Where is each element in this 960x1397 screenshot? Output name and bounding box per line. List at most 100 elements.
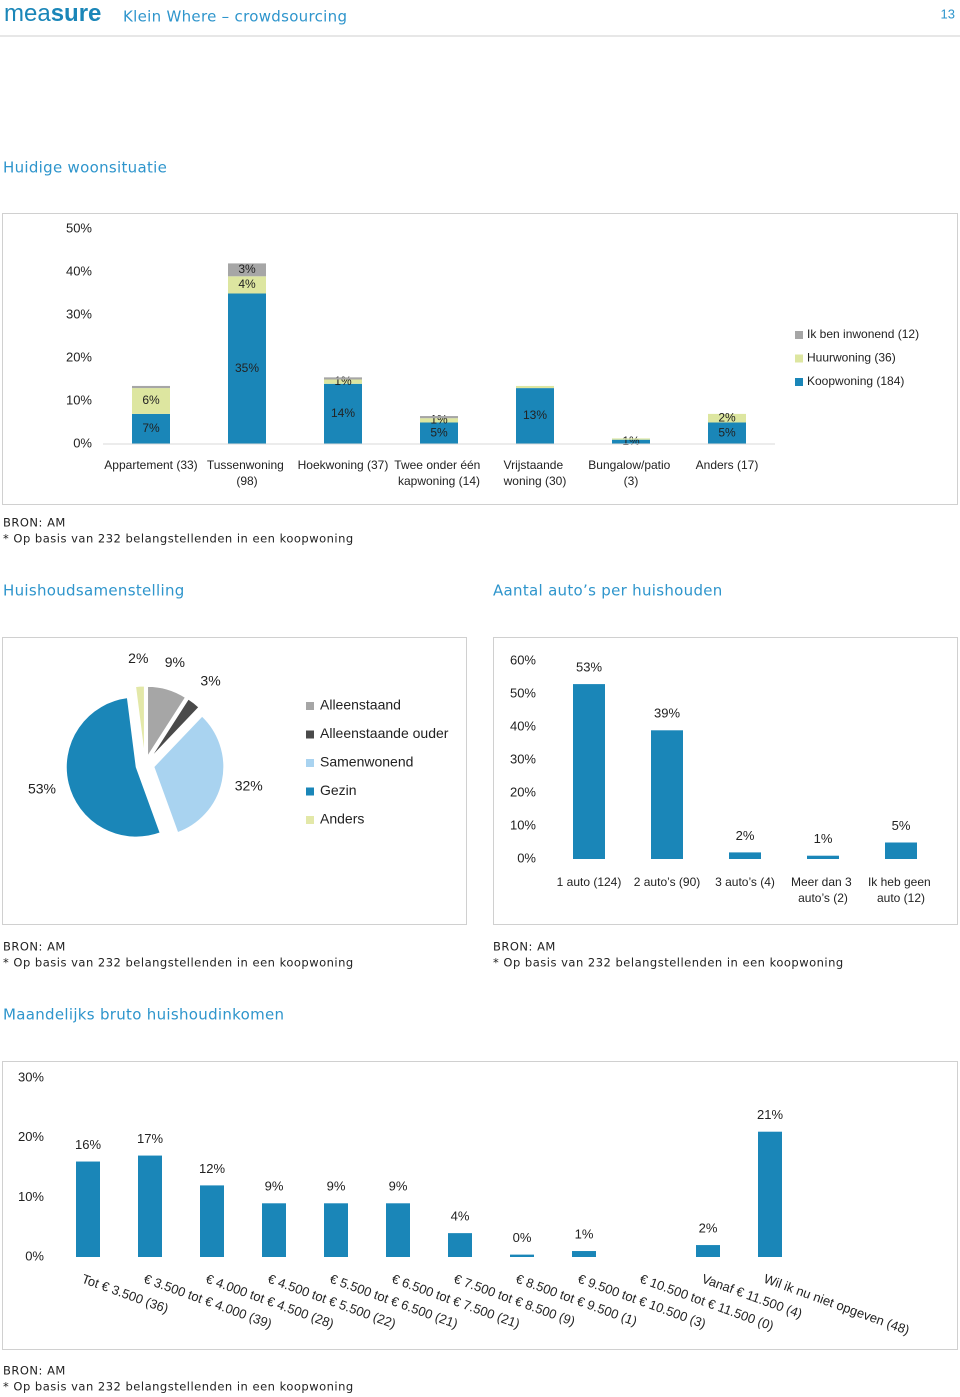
chart-frame [493,637,958,925]
data-label: 39% [654,706,680,721]
logo-bold: sure [51,0,102,27]
legend-label: Samenwonend [320,754,413,770]
y-tick-label: 40% [510,718,536,733]
bar-segment [708,413,746,423]
y-tick-label: 30% [18,1069,44,1084]
section-title: Huidige woonsituatie [3,159,167,177]
bar [572,1251,596,1257]
bar-segment [708,422,746,444]
data-label: 9% [327,1179,346,1194]
bar [807,855,839,859]
bar [200,1185,224,1257]
x-tick-label: Ik heb geen auto (12) [868,875,934,905]
legend-swatch [306,816,314,824]
data-label: 2% [718,410,736,424]
bar-segment [516,385,554,389]
note: * Op basis van 232 belangstellenden in e… [3,956,354,970]
x-tick-label: Bungalow/patio (3) [588,458,673,488]
bar-segment [228,293,266,444]
logo: measure [4,0,101,27]
page-number: 13 [941,6,955,21]
x-tick-label: Hoekwoning (37) [298,458,389,472]
x-tick-label: 2 auto’s (90) [634,875,701,889]
legend-label: Anders [320,811,364,827]
data-label: 3% [200,672,220,688]
pie-slice [135,685,145,757]
y-tick-label: 10% [18,1189,44,1204]
data-label: 9% [165,654,185,670]
data-label: 1% [430,413,448,427]
x-tick-label: Appartement (33) [104,458,197,472]
y-tick-label: 20% [18,1129,44,1144]
source: BRON: AM [3,1364,66,1378]
bar-segment [228,276,266,294]
bar-segment [420,418,458,423]
pie-slice [150,698,200,759]
data-label: 1% [814,831,833,846]
legend-swatch [306,702,314,710]
bar-segment [420,416,458,419]
y-tick-label: 30% [66,306,92,321]
x-tick-label: Twee onder één kapwoning (14) [394,458,483,488]
y-tick-label: 50% [66,220,92,235]
bar [885,842,917,859]
data-label: 4% [238,277,256,291]
legend-label: Huurwoning (36) [807,351,896,365]
y-tick-label: 20% [510,784,536,799]
bar [573,684,605,859]
bar-segment [228,263,266,277]
legend-swatch [795,378,803,386]
data-label: 5% [718,425,736,439]
bar-segment [516,388,554,444]
data-label: 17% [137,1131,163,1146]
data-label: 1% [622,434,640,448]
legend-swatch [306,787,314,796]
section-title: Aantal auto’s per huishouden [493,582,723,600]
data-label: 12% [199,1161,225,1176]
data-label: 35% [235,361,259,375]
note: * Op basis van 232 belangstellenden in e… [493,956,844,970]
bar-segment [324,379,362,384]
bar-segment [612,439,650,444]
data-label: 53% [28,781,56,797]
bar [324,1203,348,1257]
section-title: Maandelijks bruto huishoudinkomen [3,1006,284,1024]
data-label: 2% [128,650,148,666]
legend-swatch [795,354,803,363]
legend-swatch [306,730,314,739]
data-label: 1% [334,374,352,388]
bar [262,1203,286,1257]
bar-segment [132,413,170,444]
x-tick-label: Vrijstaande woning (30) [503,458,567,488]
data-label: 4% [451,1209,470,1224]
bar-segment [420,422,458,444]
logo-light: mea [4,0,51,27]
data-label: 21% [757,1107,783,1122]
y-tick-label: 0% [25,1248,44,1263]
pie-slice [147,685,187,759]
bar [448,1233,472,1257]
data-label: 2% [699,1221,718,1236]
data-label: 14% [331,406,355,420]
y-tick-label: 0% [517,850,536,865]
y-tick-label: 30% [510,751,536,766]
bar [758,1131,782,1257]
data-label: 1% [575,1226,594,1241]
data-label: 0% [513,1230,532,1245]
bar-segment [132,385,170,389]
y-tick-label: 10% [66,392,92,407]
bar [729,852,761,859]
data-label: 13% [523,408,547,422]
data-label: 6% [142,393,160,407]
source: BRON: AM [3,516,66,530]
data-label: 7% [142,421,160,435]
note: * Op basis van 232 belangstellenden in e… [3,1380,354,1394]
y-tick-label: 0% [73,435,92,450]
data-label: 9% [265,1179,284,1194]
bar [651,730,683,859]
section-title: Huishoudsamenstelling [3,582,185,600]
bar [696,1245,720,1257]
bar [386,1203,410,1257]
data-label: 16% [75,1137,101,1152]
y-tick-label: 10% [510,817,536,832]
